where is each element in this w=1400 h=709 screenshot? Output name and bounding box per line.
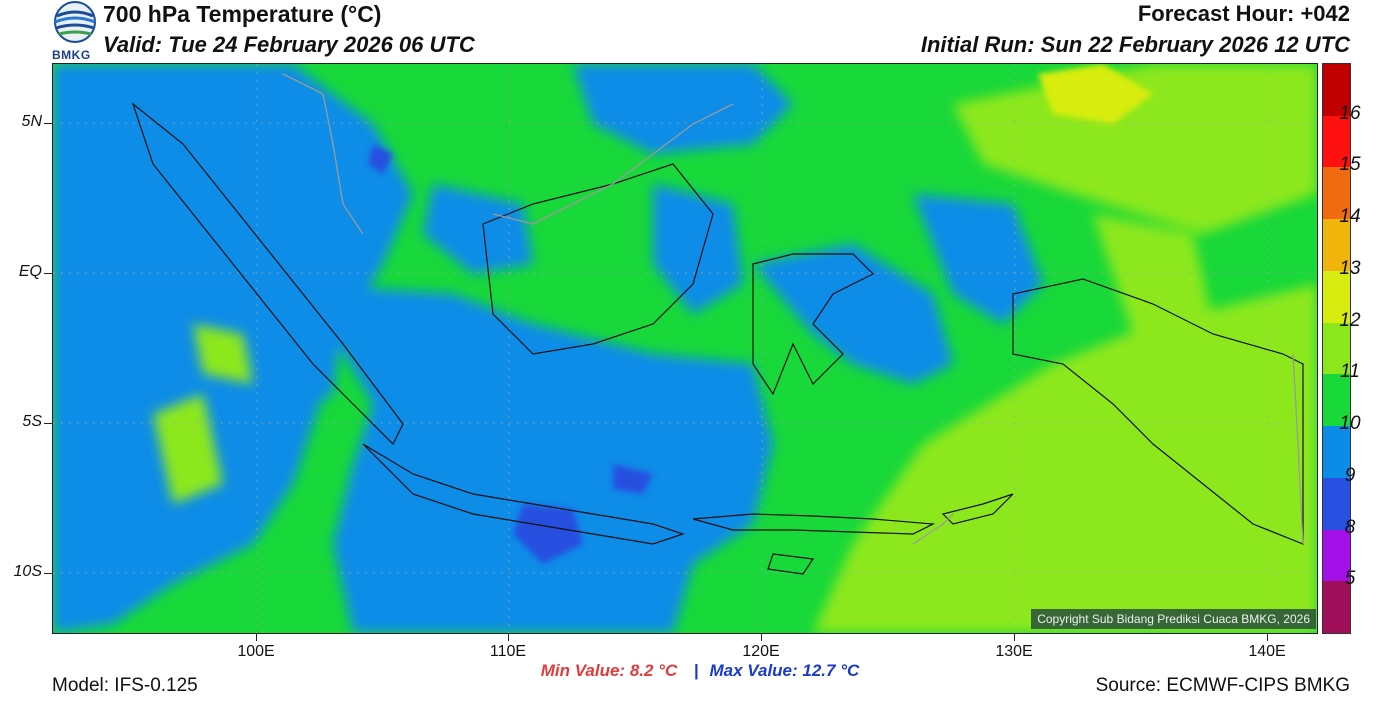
colorbar-segment (1323, 426, 1350, 479)
min-max-values: Min Value: 8.2 °C | Max Value: 12.7 °C (0, 661, 1400, 681)
copyright-note: Copyright Sub Bidang Prediksi Cuaca BMKG… (1031, 609, 1316, 629)
lat-label-5n: 5N (21, 113, 42, 130)
colorbar-segment (1323, 581, 1350, 634)
colorbar-segment (1323, 529, 1350, 582)
colorbar-segment (1323, 115, 1350, 168)
lon-label-110e: 110E (489, 643, 527, 660)
map-title: 700 hPa Temperature (°C) (103, 1, 382, 27)
map-gridlines (53, 64, 1317, 633)
min-value: Min Value: 8.2 °C (540, 661, 678, 680)
model-label: Model: IFS-0.125 (52, 675, 198, 696)
colorbar-segment (1323, 167, 1350, 220)
colorbar-label: 13 (1339, 257, 1361, 279)
borders (282, 73, 1304, 545)
colorbar-segment (1323, 64, 1350, 117)
colorbar (1322, 63, 1351, 634)
lat-tick (44, 573, 52, 574)
colorbar-segment (1323, 270, 1350, 324)
lon-tick (761, 633, 762, 641)
colorbar-segment (1323, 374, 1350, 427)
lon-label-130e: 130E (995, 643, 1033, 660)
lat-label-5s: 5S (22, 413, 42, 430)
temperature-map (52, 63, 1318, 634)
lon-tick (1267, 633, 1268, 641)
max-value: Max Value: 12.7 °C (709, 661, 860, 680)
initial-run: Initial Run: Sun 22 February 2026 12 UTC (920, 32, 1350, 57)
colorbar-segment (1323, 322, 1350, 375)
lon-label-100e: 100E (237, 643, 275, 660)
colorbar-label: 16 (1339, 102, 1361, 124)
lon-label-120e: 120E (742, 643, 780, 660)
lon-tick (256, 633, 257, 641)
colorbar-label: 8 (1344, 516, 1356, 538)
field-yellowgreen-regions (153, 64, 1317, 633)
coastlines (131, 102, 1304, 575)
logo-text: BMKG (52, 48, 91, 62)
lat-label-10s: 10S (13, 563, 42, 580)
valid-time: Valid: Tue 24 February 2026 06 UTC (103, 32, 475, 57)
lat-tick (44, 423, 52, 424)
map-canvas (53, 64, 1317, 633)
colorbar-segment (1323, 219, 1350, 272)
value-separator: | (693, 661, 699, 680)
colorbar-label: 12 (1339, 309, 1361, 331)
lat-tick (44, 123, 52, 124)
colorbar-label: 14 (1339, 206, 1361, 228)
colorbar-label: 5 (1344, 568, 1356, 590)
colorbar-label: 9 (1344, 464, 1356, 486)
lon-label-140e: 140E (1248, 643, 1286, 660)
colorbar-segment (1323, 477, 1350, 531)
lat-tick (44, 273, 52, 274)
colorbar-label: 15 (1339, 154, 1361, 176)
lon-tick (1014, 633, 1015, 641)
lat-label-eq: EQ (18, 263, 42, 280)
source-label: Source: ECMWF-CIPS BMKG (1095, 675, 1350, 696)
colorbar-label: 10 (1339, 413, 1361, 435)
lon-tick (508, 633, 509, 641)
forecast-hour: Forecast Hour: +042 (1137, 1, 1350, 26)
bmkg-logo-icon (54, 1, 96, 43)
field-peak-regions (368, 64, 1153, 564)
colorbar-label: 11 (1340, 361, 1360, 383)
